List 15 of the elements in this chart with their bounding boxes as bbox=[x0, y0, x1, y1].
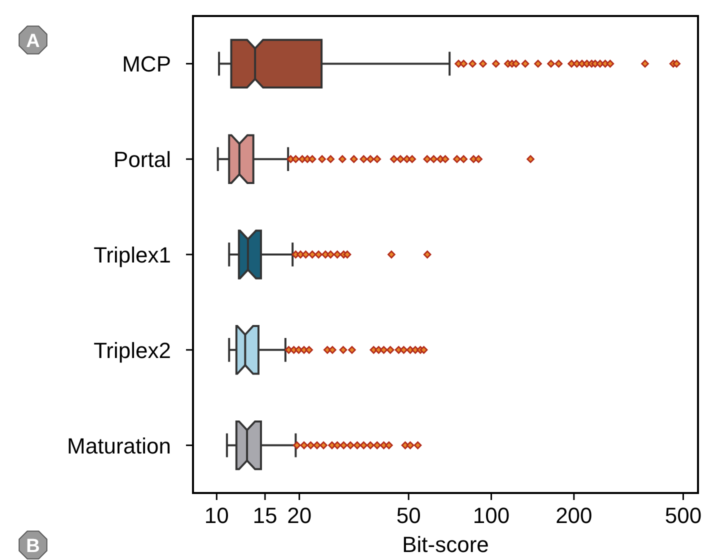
x-tick-label: 200 bbox=[556, 503, 592, 528]
x-tick-label: 15 bbox=[252, 503, 278, 528]
y-tick-label: Maturation bbox=[67, 433, 171, 458]
x-tick-label: 500 bbox=[664, 503, 702, 528]
x-tick-label: 20 bbox=[287, 503, 312, 528]
y-tick-label: Triplex2 bbox=[94, 338, 171, 363]
x-tick-label: 100 bbox=[472, 503, 510, 528]
y-tick-label: Portal bbox=[114, 147, 171, 172]
y-tick-label: MCP bbox=[122, 52, 171, 77]
text: A bbox=[26, 31, 40, 52]
text: B bbox=[26, 536, 40, 557]
x-tick-label: 10 bbox=[204, 503, 229, 528]
x-tick-label: 50 bbox=[396, 503, 421, 528]
y-tick-label: Triplex1 bbox=[94, 242, 171, 268]
x-axis-title: Bit-score bbox=[402, 532, 489, 557]
